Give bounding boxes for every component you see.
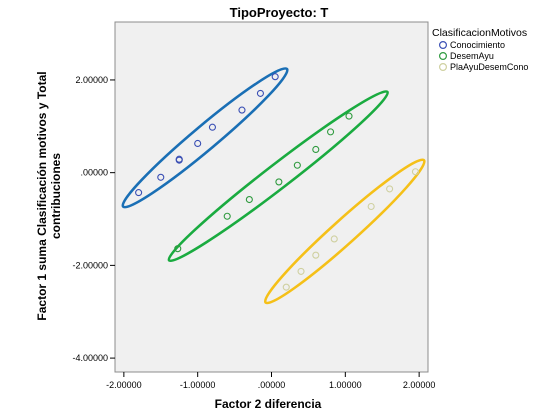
point-plaayudesemcono: [312, 251, 320, 259]
point-conocimiento: [135, 189, 143, 197]
y-tick-label: .00000: [80, 168, 108, 178]
x-tick-label: 2.00000: [403, 380, 436, 390]
y-tick-label: 2.00000: [75, 75, 108, 85]
chart-title: TipoProyecto: T: [230, 5, 329, 20]
point-plaayudesemcono: [330, 235, 338, 243]
point-desemayu: [245, 196, 253, 204]
point-conocimiento: [194, 139, 202, 148]
point-plaayudesemcono: [282, 283, 290, 291]
legend-marker: [439, 62, 448, 71]
x-tick-label: -1.00000: [180, 380, 216, 390]
legend-title: ClasificacionMotivos: [432, 27, 527, 39]
point-desemayu: [312, 145, 320, 154]
point-conocimiento: [175, 156, 183, 164]
legend-marker: [439, 51, 448, 60]
x-axis-label: Factor 2 diferencia: [215, 397, 322, 411]
point-desemayu: [275, 178, 283, 186]
ellipse-conocimiento: [121, 67, 289, 209]
point-desemayu: [327, 128, 335, 136]
point-desemayu: [345, 112, 353, 120]
point-desemayu: [223, 212, 231, 220]
axis-ticks: -2.00000 -1.00000 .00000 1.00000 2.00000 -4.0…: [72, 75, 435, 390]
point-plaayudesemcono: [386, 185, 394, 193]
legend-label: Conocimiento: [450, 40, 505, 50]
point-plaayudesemcono: [297, 267, 305, 275]
point-plaayudesemcono: [411, 168, 420, 176]
point-desemayu: [174, 245, 182, 253]
point-conocimiento: [157, 173, 165, 181]
group-ellipses: [121, 67, 426, 305]
y-axis-label-line-2: contribuciones: [49, 153, 63, 239]
y-tick-label: -2.00000: [72, 260, 108, 270]
point-conocimiento: [208, 123, 216, 131]
point-plaayudesemcono: [367, 202, 375, 211]
point-conocimiento: [271, 73, 279, 81]
y-tick-label: -4.00000: [72, 353, 108, 363]
point-conocimiento: [238, 106, 246, 114]
legend-label: DesemAyu: [450, 51, 494, 61]
legend-label: PlaAyuDesemCono: [450, 62, 528, 72]
x-tick-label: -2.00000: [106, 380, 142, 390]
point-conocimiento: [256, 89, 264, 97]
x-tick-label: 1.00000: [329, 380, 362, 390]
ellipse-plaayudesemcono: [263, 158, 426, 305]
ellipse-desemayu: [167, 90, 389, 263]
y-axis-label-line-1: Factor 1 suma Clasificación motivos y To…: [35, 71, 49, 320]
data-points: [135, 73, 420, 291]
x-tick-label: .00000: [258, 380, 286, 390]
legend-marker: [439, 40, 448, 49]
point-desemayu: [293, 161, 301, 169]
y-axis-label: Factor 1 suma Clasificación motivos y To…: [35, 71, 63, 320]
